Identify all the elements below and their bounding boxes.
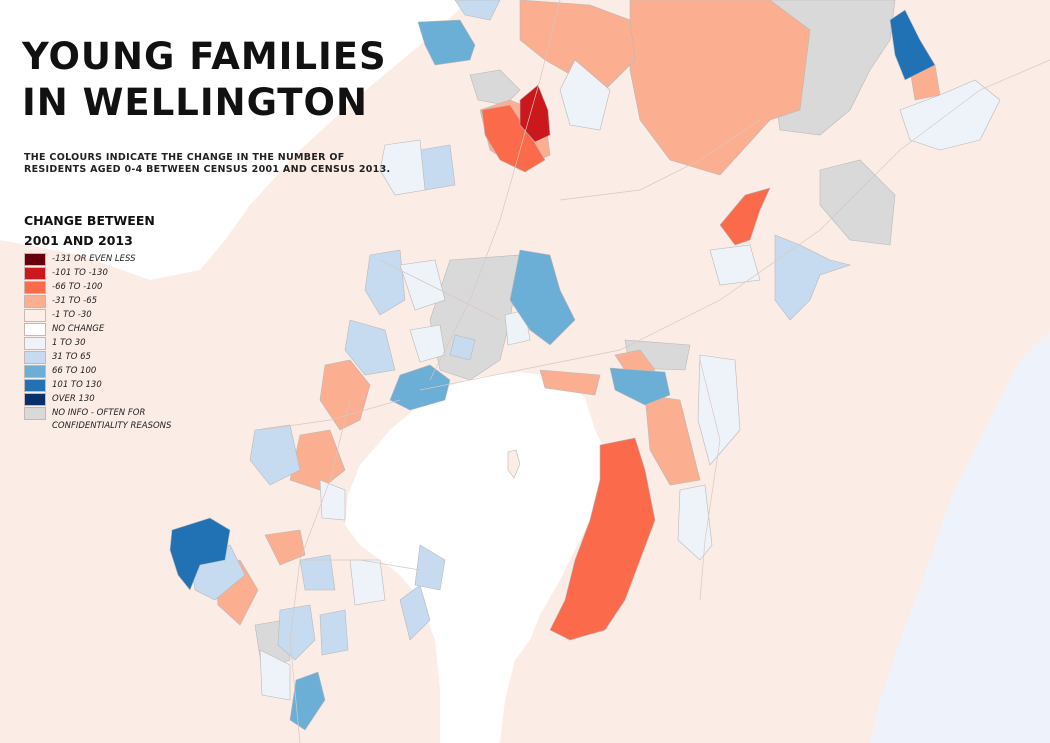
- legend-item: -1 TO -30: [24, 309, 224, 323]
- area-light-blue-kilbirnie: [319, 609, 349, 656]
- legend-swatch: [24, 407, 46, 420]
- legend-label: -101 TO -130: [52, 268, 108, 278]
- area-light-blue-tawa-north: [454, 0, 501, 21]
- legend-item: -66 TO -100: [24, 281, 224, 295]
- area-red-stokes-valley: [719, 187, 771, 246]
- legend-label: NO INFO - OFTEN FOR: [52, 408, 146, 418]
- area-pale-blue-hutt-valley: [697, 354, 741, 466]
- area-pale-blue-eastbourne: [677, 484, 713, 561]
- legend-swatch: [24, 309, 46, 322]
- area-pale-blue-newtown: [349, 559, 386, 606]
- legend-swatch: [24, 393, 46, 406]
- legend-label: -66 TO -100: [52, 282, 103, 292]
- legend-label: 31 TO 65: [52, 352, 91, 362]
- legend-title: CHANGE BETWEEN 2001 AND 2013: [24, 211, 224, 251]
- legend-title-line-2: 2001 AND 2013: [24, 233, 133, 248]
- legend-item: -31 TO -65: [24, 295, 224, 309]
- area-light-blue-karori-west: [249, 424, 301, 486]
- area-blue-grenada: [417, 19, 476, 66]
- legend-swatch: [24, 337, 46, 350]
- area-red-wainuiomata: [549, 437, 656, 641]
- area-pale-blue-naenae: [709, 244, 761, 286]
- area-pale-blue-crofton: [399, 259, 446, 311]
- area-blue-kaiwharawhara-north: [509, 249, 576, 346]
- legend-swatch: [24, 295, 46, 308]
- map-legend: CHANGE BETWEEN 2001 AND 2013 -131 OR EVE…: [24, 211, 224, 432]
- area-no-info-east: [819, 159, 896, 246]
- area-blue-petone-east: [609, 367, 671, 406]
- area-pale-blue-thorndon: [409, 324, 446, 363]
- legend-item: 66 TO 100: [24, 365, 224, 379]
- area-light-blue-mt-victoria: [299, 554, 336, 591]
- area-dark-blue-upper-hutt-north: [889, 9, 936, 81]
- legend-item: NO INFO - OFTEN FOR: [24, 407, 224, 421]
- legend-item: OVER 130: [24, 393, 224, 407]
- subtitle-line-1: THE COLOURS INDICATE THE CHANGE IN THE N…: [24, 152, 345, 163]
- legend-item: 31 TO 65: [24, 351, 224, 365]
- legend-label: OVER 130: [52, 394, 95, 404]
- legend-label: 66 TO 100: [52, 366, 97, 376]
- legend-title-line-1: CHANGE BETWEEN: [24, 213, 155, 228]
- legend-swatch: [24, 351, 46, 364]
- area-dark-blue-owhiro-bay: [169, 517, 231, 591]
- area-light-red-eastbourne-north: [644, 394, 701, 486]
- legend-item: 1 TO 30: [24, 337, 224, 351]
- area-light-blue-wellington-central: [449, 334, 476, 361]
- area-light-blue-ngaio: [364, 249, 406, 316]
- road-network: [259, 0, 1050, 743]
- legend-label: -1 TO -30: [52, 310, 92, 320]
- legend-swatch: [24, 365, 46, 378]
- legend-label: 1 TO 30: [52, 338, 86, 348]
- coast-water-northwest: [0, 0, 470, 280]
- area-light-blue-northland: [344, 319, 396, 376]
- legend-item: -101 TO -130: [24, 267, 224, 281]
- area-pale-blue-upper-hutt-west: [899, 79, 1001, 151]
- legend-list: -131 OR EVEN LESS -101 TO -130 -66 TO -1…: [24, 253, 224, 432]
- title-line-2: IN WELLINGTON: [22, 81, 368, 124]
- harbour-water: [345, 372, 610, 743]
- map-subtitle: THE COLOURS INDICATE THE CHANGE IN THE N…: [24, 152, 414, 176]
- area-light-red-brooklyn: [264, 529, 306, 566]
- area-light-blue-island-bay: [277, 604, 316, 661]
- legend-sublabel: CONFIDENTIALITY REASONS: [52, 421, 172, 431]
- coast-water-east: [870, 330, 1050, 743]
- area-pale-blue-berhampore: [259, 649, 291, 701]
- legend-label: NO CHANGE: [52, 324, 105, 334]
- legend-label: -131 OR EVEN LESS: [52, 254, 136, 264]
- area-light-blue-miramar: [414, 544, 446, 591]
- legend-item: NO CHANGE: [24, 323, 224, 337]
- legend-swatch: [24, 267, 46, 280]
- legend-swatch: [24, 323, 46, 336]
- legend-item: -131 OR EVEN LESS: [24, 253, 224, 267]
- area-red-johnsonville-south: [481, 104, 546, 173]
- legend-label: 101 TO 130: [52, 380, 102, 390]
- title-line-1: YOUNG FAMILIES: [22, 35, 387, 78]
- area-light-red-petone: [539, 369, 601, 396]
- area-pale-blue-tawa-central: [559, 59, 611, 131]
- area-blue-lyall-bay: [289, 671, 326, 731]
- area-pale-blue-churton-park: [379, 139, 426, 196]
- harbour-island: [507, 449, 521, 479]
- area-blue-wadestown: [389, 364, 451, 411]
- area-dark-red-newlands: [519, 84, 551, 143]
- legend-swatch: [24, 253, 46, 266]
- area-light-blue-hutt-east: [774, 234, 852, 321]
- legend-swatch: [24, 281, 46, 294]
- area-no-info-northwest: [469, 69, 521, 106]
- legend-swatch: [24, 379, 46, 392]
- subtitle-line-2: RESIDENTS AGED 0-4 BETWEEN CENSUS 2001 A…: [24, 164, 391, 175]
- area-light-red-north-large: [629, 0, 811, 176]
- map-title: YOUNG FAMILIES IN WELLINGTON: [22, 34, 387, 126]
- area-light-blue-seatoun: [399, 584, 431, 641]
- legend-label: -31 TO -65: [52, 296, 98, 306]
- area-light-blue-khandallah: [419, 144, 456, 191]
- legend-item: 101 TO 130: [24, 379, 224, 393]
